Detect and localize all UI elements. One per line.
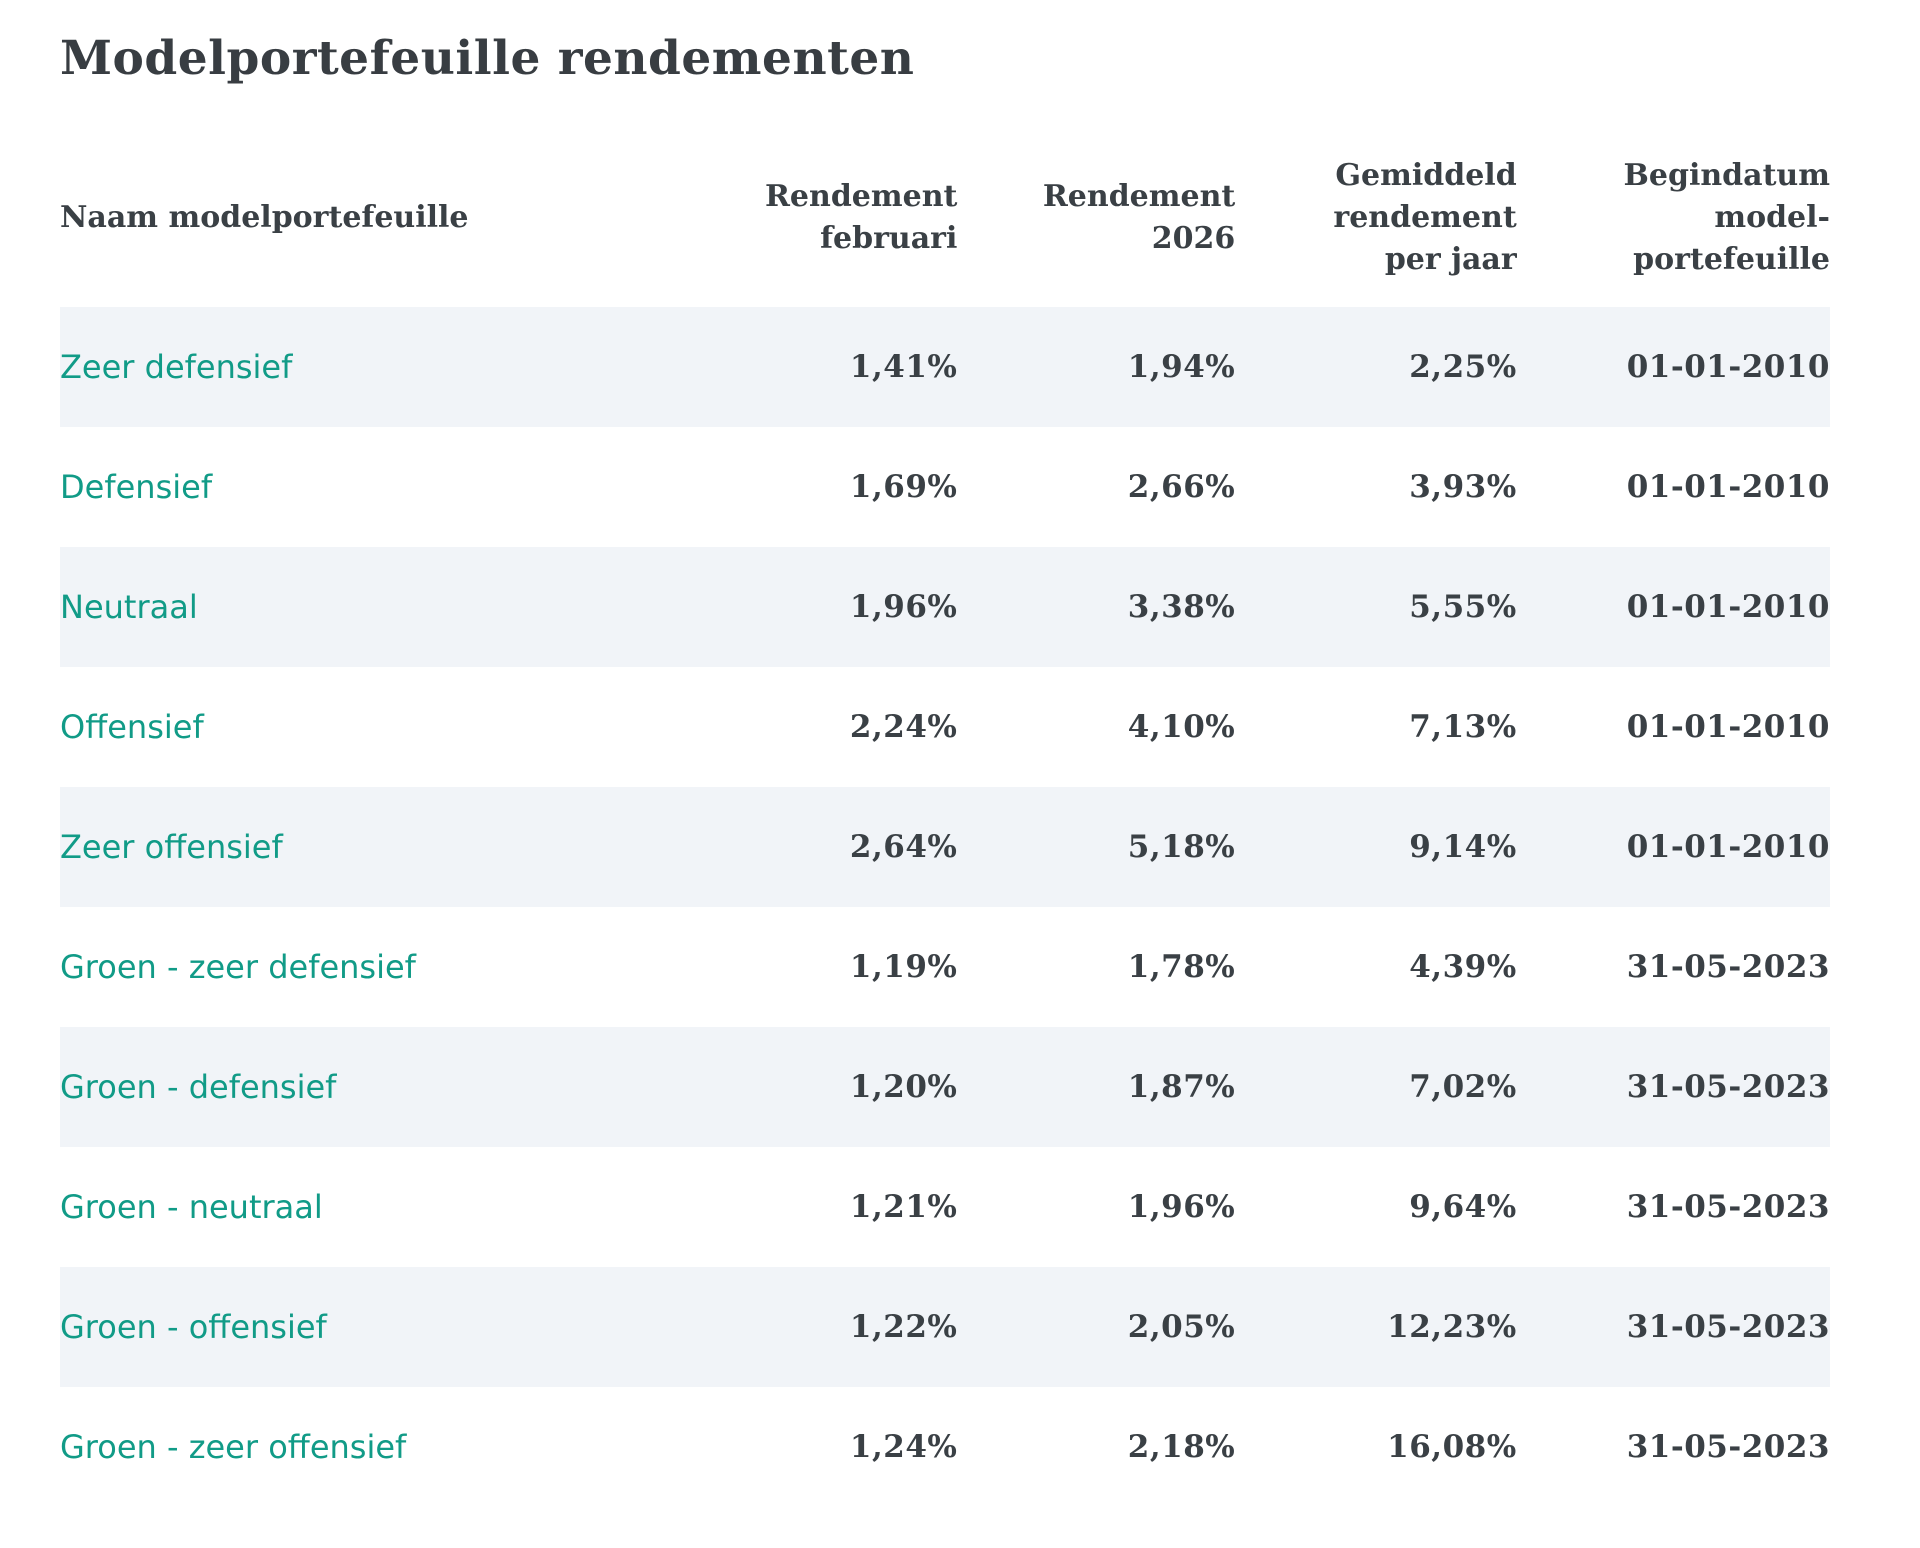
cell-gemiddeld-rendement-per-jaar: 12,23% [1387, 1309, 1517, 1345]
table-row: Defensief 1,69% 2,66% 3,93% 01-01-2010 [60, 427, 1830, 547]
cell-rendement-2026: 2,05% [1127, 1309, 1236, 1345]
cell-gemiddeld-rendement-per-jaar: 7,02% [1409, 1069, 1517, 1105]
cell-naam-modelportefeuille: Zeer defensief [60, 307, 678, 427]
table-row: Groen - zeer defensief 1,19% 1,78% 4,39%… [60, 907, 1830, 1027]
cell-naam-modelportefeuille: Groen - zeer defensief [60, 907, 678, 1027]
cell-naam-modelportefeuille: Defensief [60, 427, 678, 547]
cell-naam-modelportefeuille: Zeer offensief [60, 787, 678, 907]
table-body: Zeer defensief 1,41% 1,94% 2,25% 01-01-2… [60, 307, 1830, 1507]
cell-begindatum: 01-01-2010 [1626, 709, 1830, 745]
cell-rendement-februari: 2,64% [849, 829, 958, 865]
portfolio-link[interactable]: Zeer offensief [60, 828, 283, 866]
cell-rendement-februari: 1,22% [849, 1309, 958, 1345]
portfolio-link[interactable]: Groen - offensief [60, 1308, 327, 1346]
cell-rendement-2026: 2,66% [1127, 469, 1236, 505]
cell-begindatum: 31-05-2023 [1626, 1309, 1830, 1345]
cell-gemiddeld-rendement-per-jaar: 7,13% [1409, 709, 1517, 745]
cell-naam-modelportefeuille: Groen - neutraal [60, 1147, 678, 1267]
cell-begindatum: 01-01-2010 [1626, 349, 1830, 385]
cell-gemiddeld-rendement-per-jaar: 3,93% [1409, 469, 1517, 505]
column-header-label: Naam modelportefeuille [60, 199, 469, 235]
cell-rendement-februari: 1,41% [849, 349, 958, 385]
table-header-row: Naam modelportefeuille Rendement februar… [60, 88, 1830, 307]
column-header-rendement-februari: Rendement februari [678, 88, 958, 307]
table-row: Zeer offensief 2,64% 5,18% 9,14% 01-01-2… [60, 787, 1830, 907]
column-header-label: Begindatum model-portefeuille [1623, 157, 1830, 277]
column-header-label: Gemiddeld rendement per jaar [1333, 157, 1517, 277]
cell-gemiddeld-rendement-per-jaar: 4,39% [1409, 949, 1517, 985]
cell-gemiddeld-rendement-per-jaar: 16,08% [1387, 1429, 1517, 1465]
cell-rendement-februari: 1,24% [849, 1429, 958, 1465]
table-row: Neutraal 1,96% 3,38% 5,55% 01-01-2010 [60, 547, 1830, 667]
cell-rendement-februari: 1,21% [849, 1189, 958, 1225]
cell-rendement-2026: 5,18% [1127, 829, 1236, 865]
cell-begindatum: 01-01-2010 [1626, 829, 1830, 865]
cell-gemiddeld-rendement-per-jaar: 9,64% [1409, 1189, 1517, 1225]
portfolio-link[interactable]: Defensief [60, 468, 213, 506]
column-header-label: Rendement 2026 [1042, 178, 1236, 256]
portfolio-link[interactable]: Groen - zeer defensief [60, 948, 416, 986]
cell-rendement-2026: 2,18% [1127, 1429, 1236, 1465]
cell-rendement-februari: 2,24% [849, 709, 958, 745]
cell-gemiddeld-rendement-per-jaar: 9,14% [1409, 829, 1517, 865]
cell-rendement-2026: 1,96% [1127, 1189, 1236, 1225]
cell-rendement-2026: 1,94% [1127, 349, 1236, 385]
column-header-begindatum-modelportefeuille: Begindatum model-portefeuille [1517, 88, 1830, 307]
cell-rendement-februari: 1,19% [849, 949, 958, 985]
cell-rendement-februari: 1,20% [849, 1069, 958, 1105]
cell-rendement-2026: 1,78% [1127, 949, 1236, 985]
cell-begindatum: 01-01-2010 [1626, 469, 1830, 505]
portfolio-link[interactable]: Groen - neutraal [60, 1188, 323, 1226]
portfolio-link[interactable]: Groen - defensief [60, 1068, 337, 1106]
cell-begindatum: 31-05-2023 [1626, 1189, 1830, 1225]
cell-rendement-februari: 1,96% [849, 589, 958, 625]
cell-gemiddeld-rendement-per-jaar: 2,25% [1409, 349, 1517, 385]
cell-rendement-februari: 1,69% [849, 469, 958, 505]
cell-begindatum: 31-05-2023 [1626, 1429, 1830, 1465]
cell-rendement-2026: 1,87% [1127, 1069, 1236, 1105]
cell-naam-modelportefeuille: Offensief [60, 667, 678, 787]
table-row: Groen - zeer offensief 1,24% 2,18% 16,08… [60, 1387, 1830, 1507]
column-header-label: Rendement februari [764, 178, 958, 256]
cell-naam-modelportefeuille: Neutraal [60, 547, 678, 667]
column-header-gemiddeld-rendement-per-jaar: Gemiddeld rendement per jaar [1235, 88, 1516, 307]
table-row: Groen - defensief 1,20% 1,87% 7,02% 31-0… [60, 1027, 1830, 1147]
portfolio-link[interactable]: Groen - zeer offensief [60, 1428, 407, 1466]
table-row: Groen - neutraal 1,21% 1,96% 9,64% 31-05… [60, 1147, 1830, 1267]
cell-begindatum: 01-01-2010 [1626, 589, 1830, 625]
cell-begindatum: 31-05-2023 [1626, 1069, 1830, 1105]
portfolio-link[interactable]: Neutraal [60, 588, 198, 626]
portfolio-link[interactable]: Zeer defensief [60, 348, 293, 386]
cell-rendement-2026: 3,38% [1127, 589, 1236, 625]
column-header-rendement-2026: Rendement 2026 [957, 88, 1235, 307]
cell-rendement-2026: 4,10% [1127, 709, 1236, 745]
column-header-naam-modelportefeuille: Naam modelportefeuille [60, 88, 678, 307]
portfolio-link[interactable]: Offensief [60, 708, 204, 746]
table-row: Groen - offensief 1,22% 2,05% 12,23% 31-… [60, 1267, 1830, 1387]
cell-naam-modelportefeuille: Groen - defensief [60, 1027, 678, 1147]
table-row: Zeer defensief 1,41% 1,94% 2,25% 01-01-2… [60, 307, 1830, 427]
cell-gemiddeld-rendement-per-jaar: 5,55% [1409, 589, 1517, 625]
page-title: Modelportefeuille rendementen [60, 31, 915, 86]
cell-naam-modelportefeuille: Groen - offensief [60, 1267, 678, 1387]
model-portfolio-returns-table: Naam modelportefeuille Rendement februar… [60, 88, 1830, 1507]
table-row: Offensief 2,24% 4,10% 7,13% 01-01-2010 [60, 667, 1830, 787]
cell-naam-modelportefeuille: Groen - zeer offensief [60, 1387, 678, 1507]
cell-begindatum: 31-05-2023 [1626, 949, 1830, 985]
